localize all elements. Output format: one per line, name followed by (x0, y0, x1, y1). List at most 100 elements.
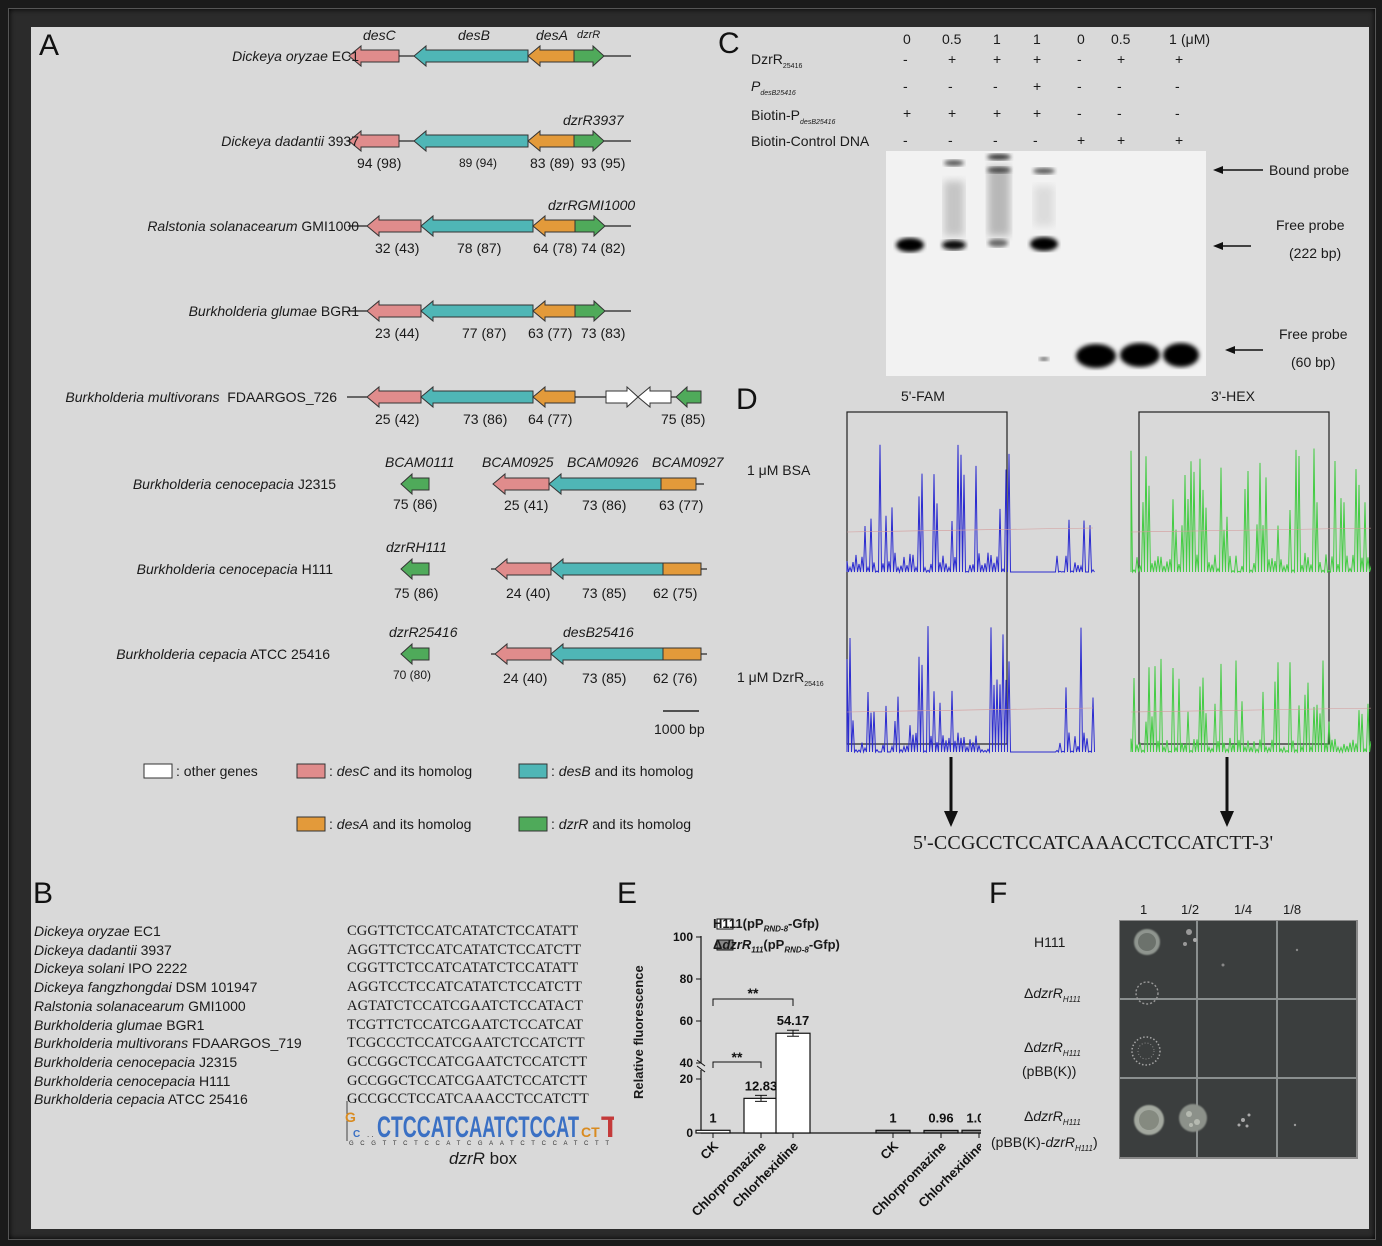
trace-line (1130, 658, 1371, 754)
conc-unit: (μM) (1181, 31, 1211, 47)
condition-mark: + (1175, 132, 1184, 148)
bar-value-label: 1 (709, 1110, 716, 1125)
gene-label-dzrR3937: dzrR3937 (563, 112, 624, 128)
identity: 64 (78) (533, 240, 578, 256)
b-sequence-row: AGTATCTCCATCGAATCTCCATACT (347, 997, 584, 1014)
free-probe-60-label: Free probe (1279, 326, 1348, 342)
logo-main: CTCCATC (377, 1111, 469, 1144)
identity: 94 (98) (357, 155, 402, 171)
b-sequence-row: TCGCCCTCCATCGAATCTCCATCTT (347, 1035, 585, 1052)
svg-text:CT: CT (581, 1124, 600, 1140)
conc-value: 0 (1077, 31, 1085, 47)
b-species-row: Dickeya oryzae EC1 (34, 923, 161, 939)
condition-mark: + (1033, 105, 1042, 121)
b-sequence-row: GCCGCCTCCATCAAACCTCCATCTT (347, 1091, 589, 1108)
gene-label-dzrRGMI1000: dzrRGMI1000 (548, 197, 636, 213)
condition-mark: + (993, 105, 1002, 121)
sig-bracket (712, 998, 794, 1006)
strain-complemented: ΔdzrRH111 (1024, 1108, 1081, 1127)
dilution-1-8: 1/8 (1283, 902, 1302, 917)
legend-desA: : desA and its homolog (329, 816, 472, 832)
sig-mark: ** (748, 985, 759, 1001)
strain-mutant-vector-line2: (pBB(K)) (1022, 1063, 1077, 1079)
bsa-label: 1 μM BSA (747, 462, 811, 478)
gene-label-bcam0926: BCAM0926 (567, 454, 639, 470)
legend-swatch-wt (716, 918, 734, 930)
gene-map-row-8 (400, 642, 707, 666)
b-species-row: Dickeya dadantii 3937 (34, 941, 172, 958)
bar-value-label: 1.01 (966, 1110, 981, 1125)
condition-mark: - (1077, 78, 1082, 94)
gene-map-row-7 (400, 557, 707, 581)
a-species-5: Burkholderia multivorans FDAARGOS_726 (65, 389, 337, 405)
identity: 75 (86) (394, 585, 439, 601)
b-species-row: Burkholderia cenocepacia J2315 (34, 1053, 238, 1070)
baseline (1130, 527, 1371, 533)
strain-complemented-line2: (pBB(K)-dzrRH111) (991, 1134, 1098, 1153)
gene-label-bcam0927: BCAM0927 (652, 454, 724, 470)
bar (875, 1129, 911, 1134)
sequence-logo: G C . . CTCCATC AATCTCCAT CT T GCGTTCTCC… (329, 1097, 619, 1147)
svg-text:C: C (353, 1129, 360, 1140)
b-species-row: Burkholderia cepacia ATCC 25416 (34, 1091, 248, 1108)
condition-mark: - (1175, 105, 1180, 121)
identity: 93 (95) (581, 155, 626, 171)
a-species-4: Burkholderia glumae BGR1 (188, 303, 359, 319)
y-tick-label: 60 (680, 1014, 694, 1028)
panel-d-label: D (736, 383, 758, 416)
panel-e-label: E (617, 877, 638, 910)
condition-mark: - (1117, 105, 1122, 121)
condition-mark: - (1077, 105, 1082, 121)
condition-mark: - (903, 78, 908, 94)
panel-b-label: B (33, 877, 54, 910)
y-tick-label: 40 (680, 1056, 694, 1070)
sig-bracket (712, 1061, 762, 1068)
identity: 32 (43) (375, 240, 420, 256)
legend-swatch-other (143, 763, 173, 779)
y-tick-label: 100 (673, 930, 693, 944)
gene-label-desB25416: desB25416 (563, 624, 634, 640)
identity: 24 (40) (506, 585, 551, 601)
condition-mark: - (948, 132, 953, 148)
legend-swatch-mutant (716, 939, 734, 951)
b-species-row: Dickeya fangzhongdai DSM 101947 (34, 979, 258, 996)
footprint-traces (846, 411, 1371, 827)
bar (961, 1129, 981, 1134)
b-sequence-row: GCCGGCTCCATCGAATCTCCATCTT (347, 1072, 588, 1089)
y-tick-label: 0 (686, 1126, 693, 1140)
b-sequence-row: GCCGGCTCCATCGAATCTCCATCTT (347, 1053, 588, 1070)
screenshot-frame: A .ln{stroke:#222;stroke-width:1.2;} .ar… (8, 8, 1376, 1240)
gene-label-dzrR25416: dzrR25416 (389, 624, 458, 640)
condition-mark: - (1117, 78, 1122, 94)
identity: 73 (83) (581, 325, 626, 341)
gene-label-desC: desC (363, 27, 396, 43)
b-species-row: Ralstonia solanacearum GMI1000 (34, 997, 246, 1014)
legend-swatch-dzrR (518, 816, 548, 832)
identity: 73 (85) (582, 670, 627, 686)
identity: 64 (77) (528, 411, 573, 427)
a-species-2: Dickeya dadantii 3937 (221, 133, 359, 149)
a-species-6: Burkholderia cenocepacia J2315 (132, 476, 336, 492)
bar (695, 1129, 731, 1134)
bar-value-label: 54.17 (777, 1013, 810, 1028)
identity: 83 (89) (530, 155, 575, 171)
protected-sequence: 5'-CCGCCTCCATCAAACCTCCATCTT-3' (913, 832, 1274, 854)
b-sequence-row: CGGTTCTCCATCATATCTCCATATT (347, 923, 579, 939)
gene-map-row-6 (400, 472, 704, 496)
free-probe-222-size: (222 bp) (1289, 245, 1342, 261)
hex-label: 3'-HEX (1211, 388, 1255, 404)
b-sequence-row: TCGTTCTCCATCGAATCTCCATCAT (347, 1016, 584, 1033)
legend-swatch-desB (518, 763, 548, 779)
identity: 75 (86) (393, 496, 438, 512)
bar (743, 1097, 779, 1134)
bar (775, 1032, 811, 1134)
legend-h111: H111(pPRND-8-Gfp) (713, 916, 820, 934)
legend-other: : other genes (176, 763, 258, 779)
gene-map-row-5 (347, 385, 702, 409)
condition-mark: + (948, 51, 957, 67)
legend-swatch-desC (296, 763, 326, 779)
identity: 62 (76) (653, 670, 698, 686)
b-sequence-row: AGGTCCTCCATCATATCTCCATCTT (347, 979, 582, 996)
figure-canvas: A .ln{stroke:#222;stroke-width:1.2;} .ar… (31, 27, 1371, 1229)
conc-value: 1 (1169, 31, 1177, 47)
